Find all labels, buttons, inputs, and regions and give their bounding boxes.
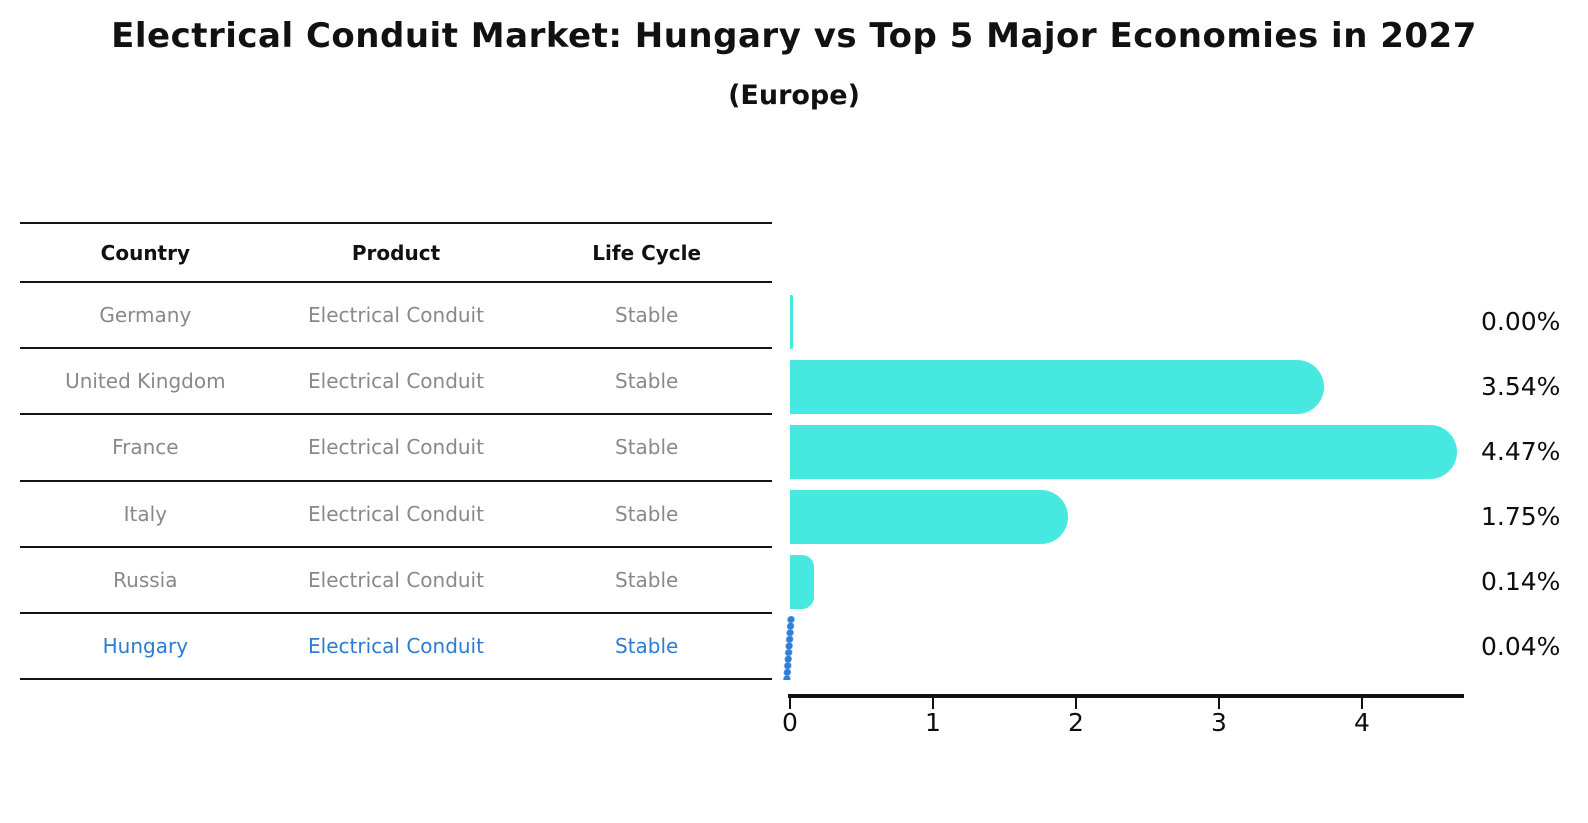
cell-life-cycle: Stable xyxy=(615,435,679,460)
cell-life-cycle: Stable xyxy=(615,634,679,659)
cell-product: Electrical Conduit xyxy=(308,567,484,592)
table-row: Germany Electrical Conduit Stable xyxy=(20,283,772,350)
x-tick-mark xyxy=(1074,697,1078,709)
cell-life-cycle: Stable xyxy=(615,567,679,592)
x-tick-label: 2 xyxy=(1068,708,1084,737)
value-label-united-kingdom: 3.54% xyxy=(1481,372,1561,401)
bar-hungary-dotted-marker xyxy=(781,616,797,680)
value-label-germany: 0.00% xyxy=(1481,307,1561,336)
x-tick-mark xyxy=(931,697,935,709)
cell-product: Electrical Conduit xyxy=(308,501,484,526)
x-tick-mark xyxy=(1217,697,1221,709)
x-tick-mark xyxy=(1360,697,1364,709)
bar-italy xyxy=(790,490,1069,544)
x-tick-label: 4 xyxy=(1354,708,1370,737)
column-header-life-cycle: Life Cycle xyxy=(592,240,702,265)
cell-country: Germany xyxy=(99,303,192,328)
value-label-russia: 0.14% xyxy=(1481,567,1561,596)
x-tick-label: 3 xyxy=(1211,708,1227,737)
cell-country: Hungary xyxy=(102,634,189,659)
value-label-italy: 1.75% xyxy=(1481,502,1561,531)
value-label-france: 4.47% xyxy=(1481,437,1561,466)
value-label-hungary: 0.04% xyxy=(1481,632,1561,661)
table-header-row: Country Product Life Cycle xyxy=(20,224,772,283)
x-tick-label: 1 xyxy=(925,708,941,737)
x-tick-label: 0 xyxy=(782,708,798,737)
cell-product: Electrical Conduit xyxy=(308,369,484,394)
cell-life-cycle: Stable xyxy=(615,369,679,394)
column-header-country: Country xyxy=(100,240,191,265)
cell-product: Electrical Conduit xyxy=(308,435,484,460)
bar-united-kingdom xyxy=(790,360,1325,414)
cell-country: France xyxy=(112,435,179,460)
x-tick-mark xyxy=(788,697,792,709)
country-table: Country Product Life Cycle Germany Elect… xyxy=(20,222,772,681)
cell-country: Italy xyxy=(123,501,168,526)
table-row: United Kingdom Electrical Conduit Stable xyxy=(20,349,772,416)
cell-product: Electrical Conduit xyxy=(308,634,484,659)
table-row: Russia Electrical Conduit Stable xyxy=(20,548,772,614)
column-header-product: Product xyxy=(351,240,441,265)
bar-russia xyxy=(790,555,815,609)
bar-germany xyxy=(790,295,793,349)
table-row: Italy Electrical Conduit Stable xyxy=(20,482,772,548)
bar-france xyxy=(790,425,1458,479)
cell-life-cycle: Stable xyxy=(615,501,679,526)
table-row: France Electrical Conduit Stable xyxy=(20,415,772,482)
page-title: Electrical Conduit Market: Hungary vs To… xyxy=(111,16,1477,56)
page-subtitle: (Europe) xyxy=(728,80,860,111)
x-axis-spine xyxy=(788,694,1464,698)
cell-product: Electrical Conduit xyxy=(308,303,484,328)
cell-life-cycle: Stable xyxy=(615,303,679,328)
cell-country: Russia xyxy=(113,567,178,592)
table-row-hungary-highlighted: Hungary Electrical Conduit Stable xyxy=(20,614,772,681)
cell-country: United Kingdom xyxy=(65,369,226,394)
